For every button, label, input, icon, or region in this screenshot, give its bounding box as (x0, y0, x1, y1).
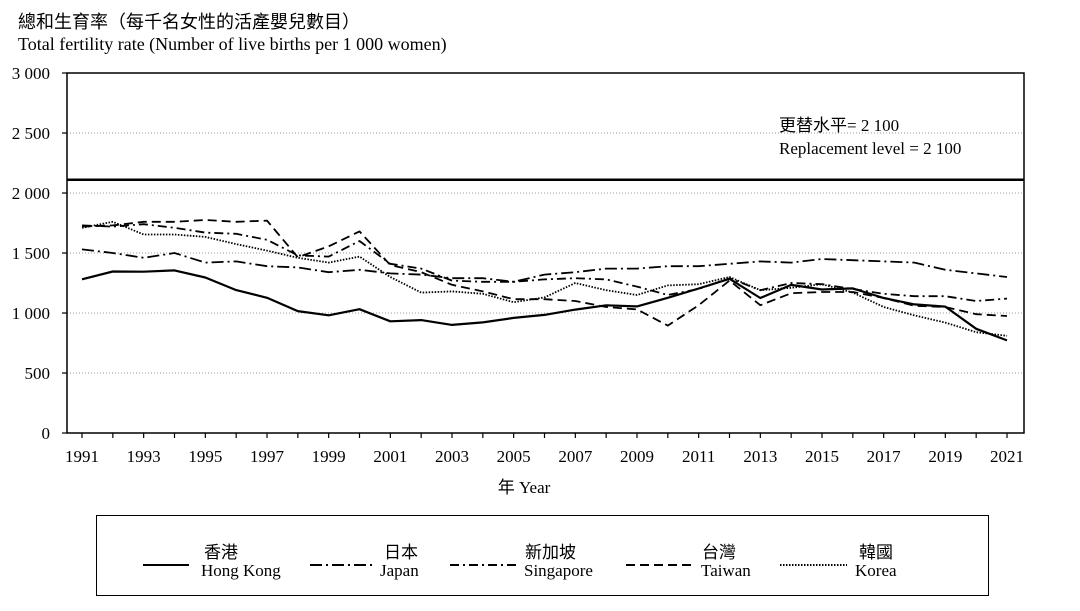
x-tick-label: 2013 (743, 447, 777, 466)
x-axis-ticks: 1991 1993 1995 1997 1999 2001 2003 2005 2007 2009… (65, 433, 1024, 466)
legend-label-chinese: 日本 (384, 543, 418, 562)
x-axis-title: 年 Year (498, 478, 551, 497)
y-tick-label: 1 500 (12, 244, 50, 263)
replacement-level-label-chinese: 更替水平= 2 100 (779, 116, 899, 135)
x-tick-label: 2001 (373, 447, 407, 466)
series-line-japan (81, 248, 1008, 283)
x-tick-label: 2003 (435, 447, 469, 466)
x-tick-label: 2011 (682, 447, 715, 466)
y-tick-label: 3 000 (12, 64, 50, 83)
legend-label-chinese: 新加坡 (525, 543, 576, 562)
legend-label-chinese: 韓國 (859, 543, 893, 562)
x-tick-label: 2019 (928, 447, 962, 466)
replacement-level-label-english: Replacement level = 2 100 (779, 139, 961, 158)
x-tick-label: 2021 (990, 447, 1024, 466)
plot-area-frame (66, 72, 1025, 434)
x-tick-label: 1995 (188, 447, 222, 466)
series-line-hong-kong (81, 269, 1008, 342)
x-tick-label: 1993 (127, 447, 161, 466)
x-tick-label: 1991 (65, 447, 99, 466)
series-line-taiwan (81, 219, 1008, 327)
x-tick-label: 1997 (250, 447, 285, 466)
y-axis-title-english: Total fertility rate (Number of live bir… (18, 34, 447, 54)
legend-label-chinese: 香港 (204, 543, 238, 562)
legend-swatch-solid (143, 564, 189, 566)
legend-label-english: Japan (380, 561, 419, 580)
y-tick-label: 2 000 (12, 184, 50, 203)
gridlines (67, 132, 1024, 374)
legend-label-chinese: 台灣 (702, 543, 736, 562)
legend-swatch-dotted (780, 564, 847, 566)
legend-swatch-dashed (626, 564, 694, 566)
series-lines (81, 219, 1008, 342)
x-tick-label: 2015 (805, 447, 839, 466)
legend-label-english: Singapore (524, 561, 593, 580)
y-tick-label: 500 (25, 364, 51, 383)
legend-label-english: Korea (855, 561, 897, 580)
legend-label-english: Hong Kong (201, 561, 281, 580)
y-tick-label: 0 (42, 424, 51, 443)
x-tick-label: 2007 (558, 447, 593, 466)
legend-label-english: Taiwan (701, 561, 751, 580)
y-tick-label: 1 000 (12, 304, 50, 323)
series-line-korea (81, 220, 1008, 337)
series-line-singapore (81, 223, 1008, 302)
y-tick-label: 2 500 (12, 124, 50, 143)
x-tick-label: 2005 (497, 447, 531, 466)
legend-swatch-dashdot (310, 564, 372, 566)
y-axis-ticks: 0 500 1 000 1 500 2 000 2 500 3 000 (12, 64, 67, 443)
y-axis-title-chinese: 總和生育率（每千名女性的活產嬰兒數目） (18, 12, 360, 32)
x-tick-label: 2017 (867, 447, 902, 466)
legend-swatch-dashdotlong (450, 564, 516, 566)
x-tick-label: 1999 (312, 447, 346, 466)
x-tick-label: 2009 (620, 447, 654, 466)
legend: 香港 Hong Kong 日本 Japan 新加坡 Singapore 台灣 T… (96, 515, 989, 596)
